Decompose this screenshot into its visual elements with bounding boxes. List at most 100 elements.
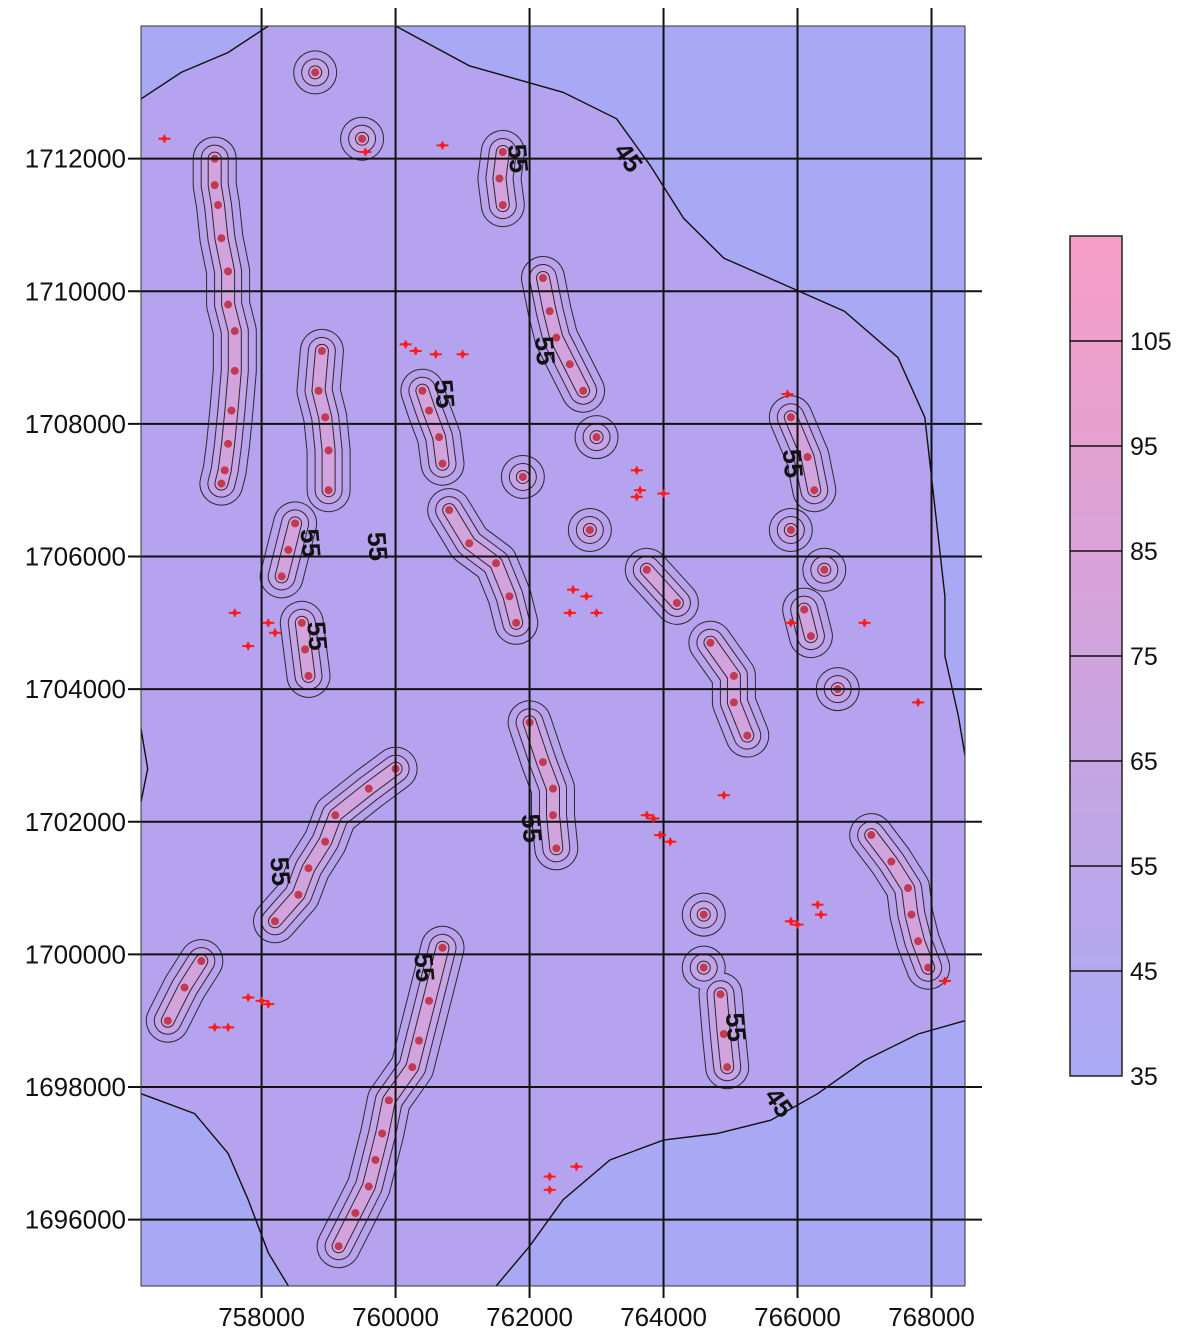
sample-point bbox=[435, 433, 444, 442]
y-axis-ticks: 1696000 1698000 1700000 1702000 1704000 17060… bbox=[25, 144, 126, 1235]
interpolated-field-region bbox=[141, 26, 965, 1286]
sample-point bbox=[163, 1016, 172, 1025]
sample-marker bbox=[245, 643, 251, 649]
sample-point bbox=[220, 466, 229, 475]
sample-point bbox=[518, 472, 527, 481]
sample-marker bbox=[721, 792, 727, 798]
y-tick-label: 1700000 bbox=[25, 939, 126, 969]
contour-label: 55 bbox=[408, 952, 440, 983]
sample-point bbox=[549, 784, 557, 793]
hotspot-contour bbox=[332, 941, 449, 1253]
colorbar: 35 45 55 65 75 85 95 105 bbox=[1069, 235, 1172, 1091]
sample-point bbox=[294, 890, 303, 899]
sample-point bbox=[820, 565, 829, 574]
sample-point bbox=[197, 957, 206, 966]
sample-point bbox=[642, 565, 651, 574]
sample-marker bbox=[634, 494, 640, 500]
x-tick-label: 760000 bbox=[352, 1302, 439, 1332]
y-tick-label: 1706000 bbox=[25, 542, 126, 572]
sample-point bbox=[418, 386, 427, 395]
sample-point bbox=[227, 406, 236, 415]
sample-point bbox=[334, 1242, 343, 1251]
plot-frame bbox=[140, 25, 966, 1287]
sample-marker bbox=[915, 699, 921, 705]
sample-point bbox=[270, 917, 279, 926]
sample-marker bbox=[403, 341, 409, 347]
sample-point bbox=[284, 545, 293, 554]
sample-point bbox=[592, 433, 601, 442]
sample-marker bbox=[795, 922, 801, 928]
sample-point bbox=[425, 996, 434, 1005]
sample-marker bbox=[862, 620, 868, 626]
colorbar-tick-label: 65 bbox=[1130, 748, 1158, 776]
sample-point bbox=[800, 605, 809, 614]
contour-line-45 bbox=[495, 1020, 966, 1287]
y-tick-label: 1698000 bbox=[25, 1072, 126, 1102]
sample-point bbox=[729, 698, 738, 707]
sample-marker bbox=[547, 1174, 553, 1180]
contour-line-45 bbox=[395, 25, 966, 756]
x-tick-label: 758000 bbox=[218, 1302, 305, 1332]
contour-label: 55 bbox=[428, 378, 460, 409]
sample-point bbox=[214, 201, 223, 210]
sample-marker bbox=[637, 487, 643, 493]
x-tick-label: 768000 bbox=[888, 1302, 975, 1332]
sample-marker bbox=[362, 149, 368, 155]
sample-point bbox=[505, 592, 514, 601]
sample-point bbox=[492, 559, 501, 568]
sample-point bbox=[438, 943, 447, 952]
sample-point bbox=[415, 1036, 424, 1045]
sample-point bbox=[538, 758, 547, 767]
background-contours bbox=[140, 25, 966, 1287]
sample-marker bbox=[439, 142, 445, 148]
sample-point bbox=[924, 963, 933, 972]
y-tick-label: 1710000 bbox=[25, 276, 126, 306]
contour-label: 55 bbox=[294, 527, 326, 558]
sample-point bbox=[277, 572, 286, 581]
sample-point bbox=[565, 360, 574, 369]
y-tick-label: 1696000 bbox=[25, 1205, 126, 1235]
y-tick-label: 1712000 bbox=[25, 144, 126, 174]
sample-marker bbox=[225, 1024, 231, 1030]
sample-point bbox=[552, 333, 561, 342]
contour-label: 55 bbox=[777, 448, 809, 479]
sample-point bbox=[358, 134, 367, 143]
colorbar-tick-label: 85 bbox=[1130, 538, 1158, 566]
contour-label: 55 bbox=[720, 1011, 752, 1042]
y-tick-label: 1702000 bbox=[25, 807, 126, 837]
sample-marker bbox=[547, 1187, 553, 1193]
x-tick-label: 764000 bbox=[620, 1302, 707, 1332]
contour-label: 55 bbox=[529, 335, 561, 366]
sample-point bbox=[364, 784, 373, 793]
sample-point bbox=[786, 413, 795, 422]
sample-point bbox=[321, 413, 330, 422]
sample-marker bbox=[634, 467, 640, 473]
sample-point bbox=[291, 519, 300, 528]
sample-point bbox=[729, 671, 738, 680]
hotspot-contours bbox=[145, 50, 951, 1269]
sample-marker bbox=[460, 351, 466, 357]
sample-point bbox=[803, 453, 812, 462]
sample-point bbox=[378, 1129, 387, 1138]
sample-marker bbox=[161, 136, 167, 142]
contour-label: 55 bbox=[361, 531, 393, 562]
sample-point bbox=[806, 632, 815, 641]
sample-point bbox=[217, 234, 226, 243]
y-tick-label: 1704000 bbox=[25, 674, 126, 704]
sample-point bbox=[867, 831, 876, 840]
sample-point bbox=[230, 327, 239, 336]
sample-marker bbox=[573, 1164, 579, 1170]
sample-marker bbox=[644, 812, 650, 818]
sample-point bbox=[552, 844, 561, 853]
sample-point bbox=[364, 1182, 373, 1191]
sample-point bbox=[585, 526, 594, 534]
sample-markers bbox=[158, 134, 951, 1194]
sample-point bbox=[224, 439, 233, 448]
sample-point bbox=[498, 201, 507, 210]
sample-point bbox=[706, 638, 715, 647]
sample-marker bbox=[661, 491, 667, 497]
hotspot-contour bbox=[865, 829, 935, 974]
sample-point bbox=[301, 645, 310, 654]
sample-point bbox=[384, 1096, 393, 1105]
sample-point bbox=[321, 837, 330, 846]
